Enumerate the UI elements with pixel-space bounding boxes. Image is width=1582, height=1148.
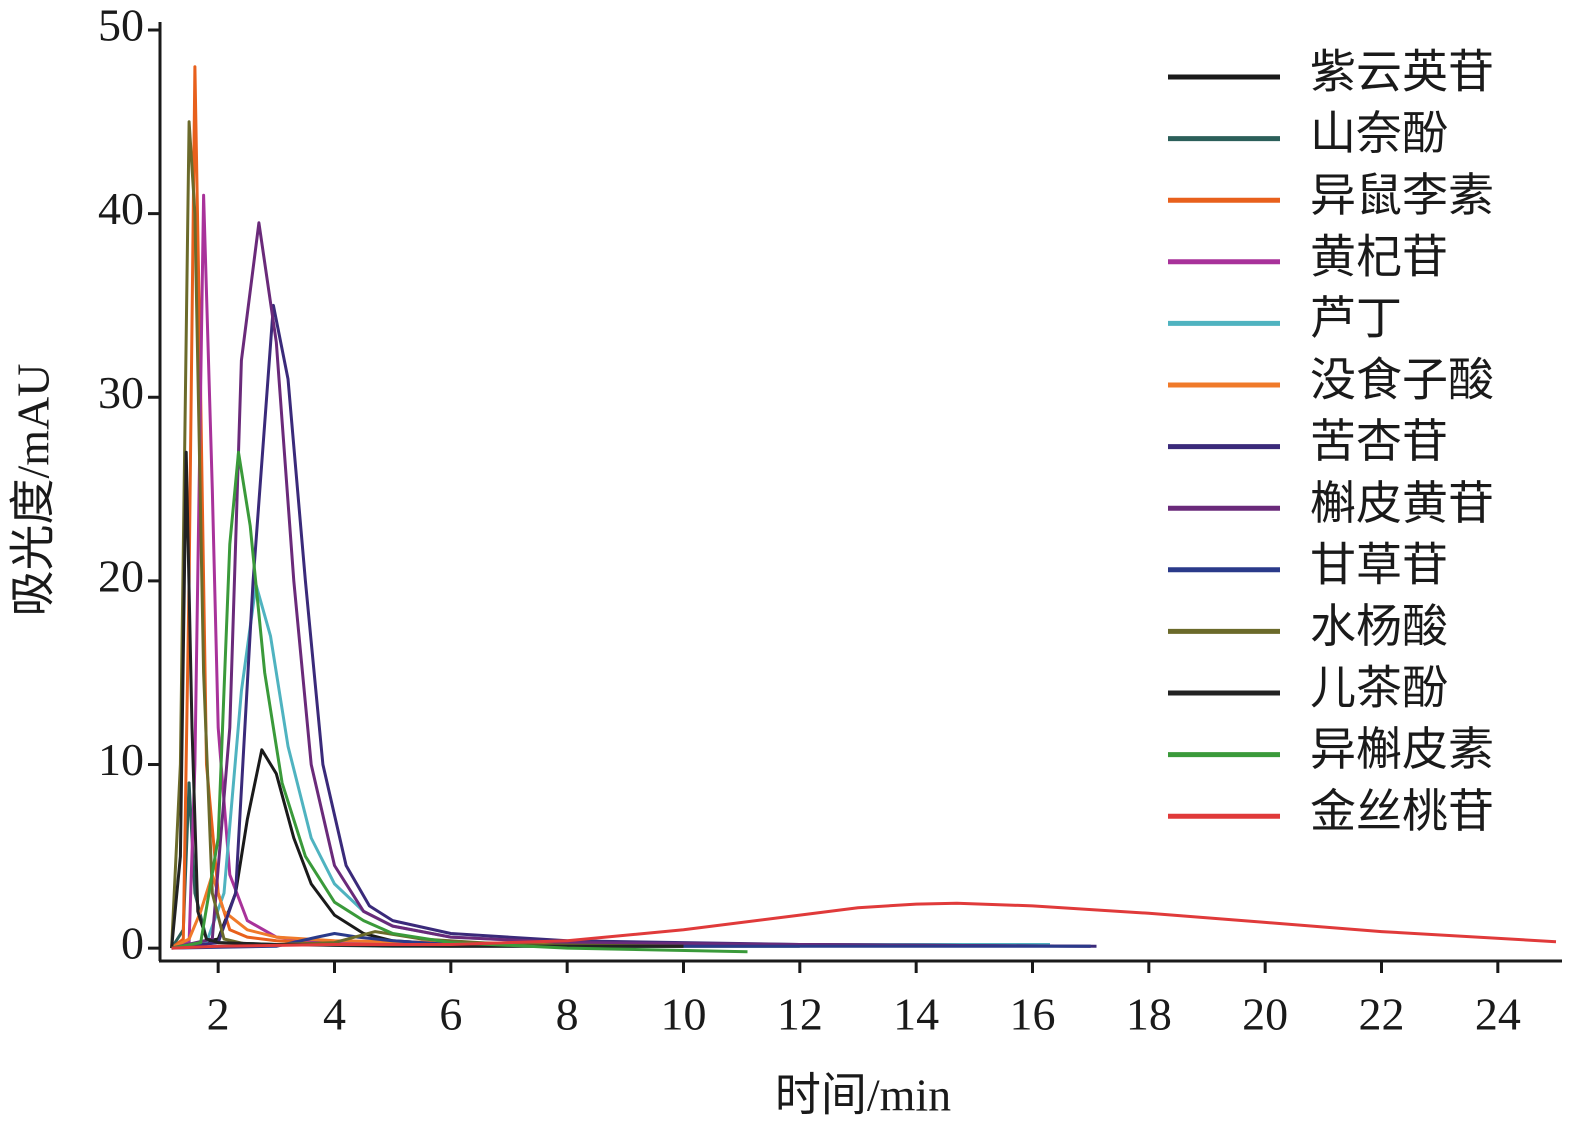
x-tick-label: 4 [323, 989, 346, 1040]
x-tick-label: 8 [556, 989, 579, 1040]
x-tick-label: 18 [1126, 989, 1172, 1040]
x-tick-label: 20 [1242, 989, 1288, 1040]
legend-label: 苦杏苷 [1310, 416, 1448, 467]
y-tick-label: 0 [121, 918, 144, 969]
line [171, 583, 1050, 950]
x-tick-label: 24 [1475, 989, 1521, 1040]
legend-label: 芦丁 [1310, 293, 1402, 344]
legend-label: 槲皮黄苷 [1310, 478, 1494, 529]
y-tick-label: 20 [98, 550, 144, 601]
legend-label: 儿茶酚 [1310, 663, 1448, 714]
line [171, 303, 1097, 950]
line [170, 450, 684, 949]
y-tick-label: 30 [98, 367, 144, 418]
line [170, 781, 800, 949]
legend-label: 没食子酸 [1310, 355, 1494, 406]
x-tick-label: 12 [777, 989, 823, 1040]
line [171, 748, 684, 950]
y-tick-label: 10 [98, 734, 144, 785]
x-tick-label: 10 [661, 989, 707, 1040]
x-tick-label: 22 [1359, 989, 1405, 1040]
legend-label: 异槲皮素 [1310, 724, 1494, 775]
x-tick-label: 16 [1010, 989, 1056, 1040]
legend-label: 金丝桃苷 [1310, 786, 1494, 837]
y-tick-label: 50 [98, 0, 144, 51]
x-axis-label: 时间/min [775, 1070, 951, 1121]
x-tick-label: 14 [893, 989, 939, 1040]
legend-label: 甘草苷 [1310, 539, 1448, 590]
legend-label: 山奈酚 [1310, 108, 1448, 159]
line [171, 901, 1557, 950]
line [171, 221, 1091, 950]
legend-label: 异鼠李素 [1310, 170, 1494, 221]
line [170, 120, 684, 949]
y-tick-label: 40 [98, 183, 144, 234]
y-axis-label: 吸光度/mAU [8, 364, 59, 617]
line [171, 450, 748, 954]
x-tick-label: 6 [439, 989, 462, 1040]
legend-label: 黄杞苷 [1310, 231, 1448, 282]
x-tick-label: 2 [207, 989, 230, 1040]
legend-label: 水杨酸 [1310, 601, 1448, 652]
legend-label: 紫云英苷 [1310, 47, 1494, 98]
